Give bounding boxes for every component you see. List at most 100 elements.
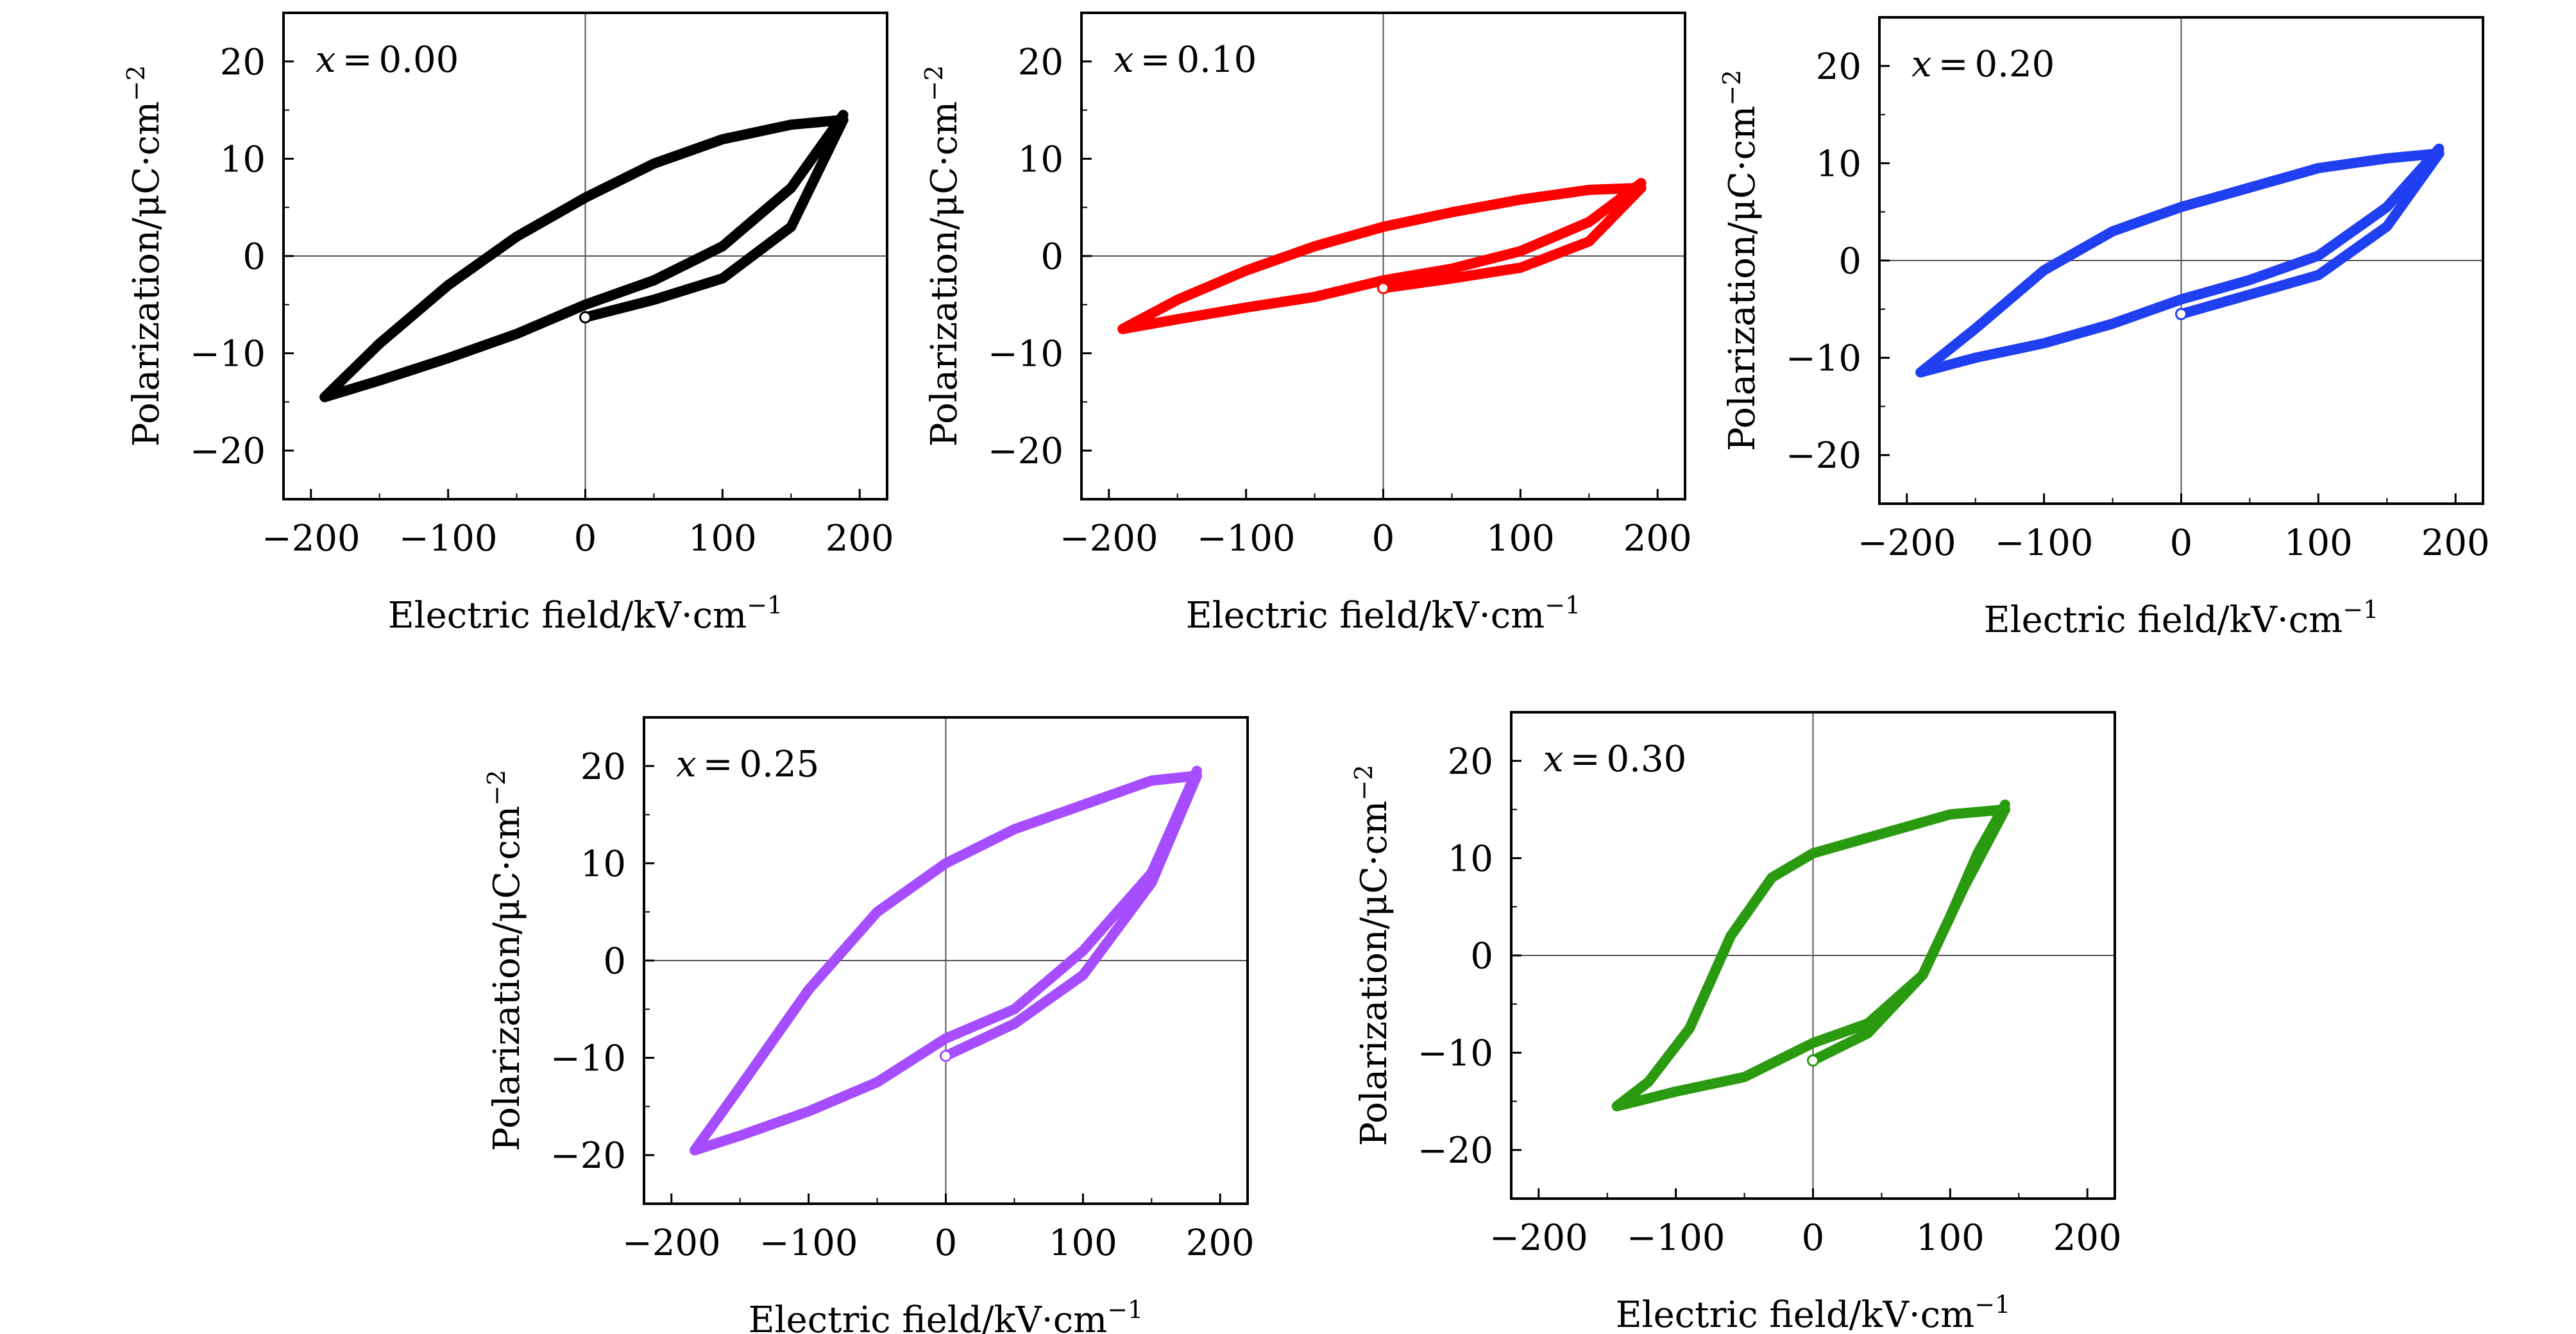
x-axis-title-text: Electric field/kV·cm [1984, 599, 2343, 641]
panel-label: x = 0.00 [316, 39, 459, 81]
start-point-marker [940, 1050, 952, 1063]
series-upper-branch [1117, 182, 1647, 334]
x-tick-label: −100 [1995, 522, 2094, 564]
x-tick-label: −200 [1489, 1217, 1588, 1259]
x-axis-title-exponent: −1 [747, 591, 783, 619]
x-tick-label: 200 [1186, 1222, 1255, 1264]
x-axis-title: Electric field/kV·cm−1 [1984, 595, 2378, 641]
x-tick-label: 100 [1486, 518, 1555, 560]
x-tick-label: 100 [688, 518, 757, 560]
y-tick-label: −20 [550, 1135, 626, 1177]
y-tick-label: −10 [1418, 1033, 1493, 1075]
y-tick-label: −20 [988, 431, 1063, 472]
y-tick-label: 0 [242, 236, 266, 278]
y-axis-title-exponent: −2 [1718, 70, 1746, 106]
y-tick-label: 0 [1470, 936, 1493, 977]
x-axis-title-text: Electric field/kV·cm [1616, 1294, 1974, 1334]
series-lower-branch [690, 765, 1202, 1156]
y-tick-label: 20 [1816, 46, 1861, 88]
y-tick-label: −20 [190, 431, 266, 472]
y-tick-label: 20 [220, 42, 266, 83]
series-upper-branch [690, 771, 1202, 1156]
x-axis-title-exponent: −1 [1545, 591, 1580, 619]
panel-label: x = 0.30 [1543, 739, 1686, 780]
y-axis-title-exponent: −2 [482, 770, 511, 806]
y-tick-label: −20 [1418, 1130, 1493, 1172]
series-virgin [940, 771, 1202, 1061]
x-tick-label: 0 [1372, 518, 1395, 560]
series-upper-branch [1611, 804, 2010, 1111]
panel-label-value: 0.10 [1177, 39, 1257, 81]
panel-label-var: x [1114, 39, 1134, 81]
start-point-marker [579, 311, 591, 324]
y-tick-label: 20 [580, 746, 626, 788]
y-axis-title-text: Polarization/μC·cm [924, 101, 965, 447]
x-tick-label: −100 [759, 1222, 858, 1264]
series-virgin [580, 114, 849, 323]
panel-label: x = 0.25 [676, 744, 819, 785]
y-tick-label: −10 [190, 334, 266, 375]
x-axis-title-exponent: −1 [1107, 1296, 1143, 1324]
y-tick-label: 10 [580, 843, 626, 885]
y-tick-label: 10 [1816, 143, 1861, 185]
panel-label: x = 0.10 [1114, 39, 1257, 81]
y-axis-title-exponent: −2 [1350, 765, 1378, 801]
x-tick-label: 200 [1623, 518, 1692, 560]
y-tick-label: 10 [1448, 838, 1493, 880]
series-virgin [2176, 148, 2445, 320]
x-axis-title-text: Electric field/kV·cm [749, 1299, 1107, 1334]
y-tick-label: 10 [1018, 139, 1063, 180]
x-tick-label: 200 [2421, 522, 2490, 564]
start-point-marker [1807, 1054, 1819, 1067]
x-tick-label: 0 [1802, 1217, 1825, 1259]
series-lower-branch [319, 110, 849, 402]
panel-label-var: x [316, 39, 336, 81]
panel-label-value: 0.25 [740, 744, 820, 785]
x-tick-label: −100 [1627, 1217, 1725, 1259]
start-point-marker [2175, 307, 2187, 320]
panel-label-var: x [676, 744, 697, 785]
x-axis-title-exponent: −1 [2343, 595, 2378, 624]
panel-label-eq: = [343, 39, 373, 81]
y-axis-title-exponent: −2 [122, 65, 150, 101]
x-tick-label: 100 [2284, 522, 2353, 564]
x-axis-title-exponent: −1 [1974, 1290, 2010, 1319]
x-tick-label: −100 [399, 518, 498, 560]
y-axis-title: Polarization/μC·cm−2 [920, 65, 965, 447]
y-axis-title-exponent: −2 [920, 65, 948, 101]
panel-label-value: 0.30 [1607, 739, 1687, 780]
panel-label-value: 0.00 [379, 39, 459, 81]
y-axis-title: Polarization/μC·cm−2 [1350, 765, 1395, 1147]
y-axis-title-text: Polarization/μC·cm [1722, 106, 1763, 452]
x-axis-title: Electric field/kV·cm−1 [388, 591, 783, 637]
x-tick-label: 0 [2170, 522, 2193, 564]
y-tick-label: −20 [1786, 435, 1861, 477]
y-axis-title: Polarization/μC·cm−2 [1718, 70, 1763, 452]
panel-label-var: x [1911, 44, 1932, 85]
x-axis-title: Electric field/kV·cm−1 [1616, 1290, 2010, 1334]
panel-label-eq: = [1570, 739, 1600, 780]
x-axis-title: Electric field/kV·cm−1 [1186, 591, 1580, 637]
x-tick-label: 100 [1049, 1222, 1117, 1264]
x-tick-label: −200 [1060, 518, 1158, 560]
start-point-marker [1377, 282, 1389, 295]
y-axis-title: Polarization/μC·cm−2 [122, 65, 167, 447]
panel-label: x = 0.20 [1911, 44, 2055, 85]
x-tick-label: 200 [2053, 1217, 2122, 1259]
x-axis-title: Electric field/kV·cm−1 [749, 1296, 1143, 1334]
y-tick-label: 10 [220, 139, 266, 180]
panel-label-value: 0.20 [1975, 44, 2055, 85]
y-tick-label: 0 [1838, 241, 1861, 282]
x-axis-title-text: Electric field/kV·cm [388, 595, 747, 637]
panel-label-var: x [1543, 739, 1564, 780]
x-tick-label: −200 [1858, 522, 1956, 564]
y-axis-title-text: Polarization/μC·cm [486, 806, 528, 1152]
panel-label-eq: = [703, 744, 733, 785]
series-lower-branch [1611, 800, 2010, 1111]
x-tick-label: −200 [622, 1222, 721, 1264]
